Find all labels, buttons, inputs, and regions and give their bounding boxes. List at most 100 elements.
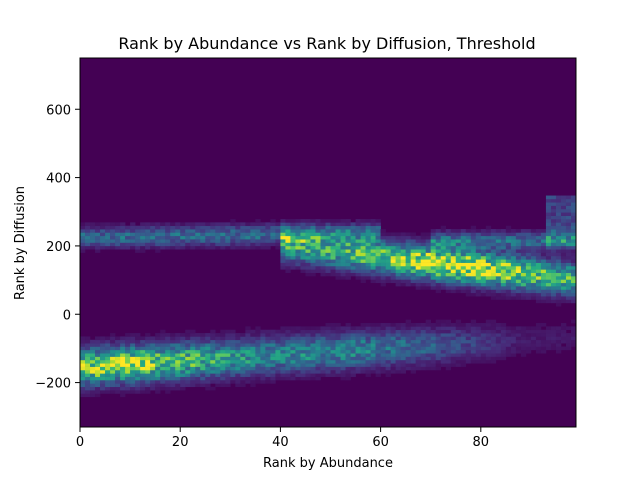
heatmap-cell — [230, 353, 235, 357]
heatmap-cell — [381, 266, 386, 270]
heatmap-cell — [426, 276, 431, 280]
heatmap-cell — [351, 353, 356, 357]
heatmap-cell — [446, 343, 451, 347]
heatmap-cell — [476, 343, 481, 347]
heatmap-cell — [235, 232, 240, 236]
heatmap-cell — [85, 343, 90, 347]
heatmap-cell — [150, 377, 155, 381]
heatmap-cell — [361, 273, 366, 277]
heatmap-cell — [280, 253, 285, 257]
heatmap-cell — [80, 249, 85, 253]
heatmap-cell — [105, 390, 110, 394]
heatmap-cell — [376, 259, 381, 263]
heatmap-cell — [110, 353, 115, 357]
heatmap-cell — [280, 346, 285, 350]
heatmap-cell — [260, 350, 265, 354]
heatmap-cell — [456, 239, 461, 243]
heatmap-cell — [526, 256, 531, 260]
heatmap-cell — [341, 367, 346, 371]
heatmap-cell — [496, 279, 501, 283]
heatmap-cell — [90, 373, 95, 377]
heatmap-cell — [155, 383, 160, 387]
heatmap-cell — [526, 263, 531, 267]
heatmap-cell — [391, 256, 396, 260]
heatmap-cell — [531, 343, 536, 347]
heatmap-cell — [165, 222, 170, 226]
heatmap-cell — [561, 229, 566, 233]
heatmap-cell — [180, 243, 185, 247]
heatmap-cell — [205, 343, 210, 347]
heatmap-cell — [336, 222, 341, 226]
heatmap-cell — [531, 246, 536, 250]
heatmap-cell — [486, 357, 491, 361]
heatmap-cell — [351, 360, 356, 364]
heatmap-cell — [165, 336, 170, 340]
heatmap-cell — [245, 226, 250, 230]
heatmap-cell — [305, 236, 310, 240]
heatmap-cell — [145, 336, 150, 340]
heatmap-cell — [566, 212, 571, 216]
heatmap-cell — [551, 330, 556, 334]
heatmap-cell — [426, 363, 431, 367]
heatmap-cell — [436, 266, 441, 270]
heatmap-cell — [521, 253, 526, 257]
heatmap-cell — [285, 340, 290, 344]
heatmap-cell — [506, 336, 511, 340]
heatmap-cell — [255, 336, 260, 340]
heatmap-cell — [441, 266, 446, 270]
heatmap-cell — [145, 346, 150, 350]
heatmap-cell — [185, 367, 190, 371]
heatmap-cell — [290, 377, 295, 381]
heatmap-cell — [366, 360, 371, 364]
heatmap-cell — [521, 279, 526, 283]
heatmap-cell — [546, 283, 551, 287]
heatmap-cell — [225, 357, 230, 361]
heatmap-cell — [150, 363, 155, 367]
heatmap-cell — [85, 350, 90, 354]
heatmap-cell — [170, 346, 175, 350]
heatmap-cell — [541, 336, 546, 340]
heatmap-cell — [561, 266, 566, 270]
heatmap-cell — [526, 279, 531, 283]
heatmap-cell — [125, 370, 130, 374]
heatmap-cell — [376, 363, 381, 367]
heatmap-cell — [320, 346, 325, 350]
heatmap-cell — [356, 363, 361, 367]
heatmap-cell — [265, 330, 270, 334]
heatmap-cell — [546, 336, 551, 340]
heatmap-cell — [100, 246, 105, 250]
heatmap-cell — [381, 253, 386, 257]
heatmap-cell — [566, 259, 571, 263]
heatmap-cell — [541, 340, 546, 344]
heatmap-cell — [496, 333, 501, 337]
heatmap-cell — [426, 259, 431, 263]
heatmap-cell — [476, 236, 481, 240]
heatmap-cell — [446, 283, 451, 287]
heatmap-cell — [501, 249, 506, 253]
heatmap-cell — [255, 229, 260, 233]
heatmap-cell — [260, 333, 265, 337]
heatmap-cell — [401, 263, 406, 267]
heatmap-cell — [396, 353, 401, 357]
heatmap-cell — [481, 279, 486, 283]
heatmap-cell — [220, 236, 225, 240]
heatmap-cell — [376, 330, 381, 334]
heatmap-cell — [551, 206, 556, 210]
heatmap-cell — [516, 273, 521, 277]
heatmap-cell — [205, 239, 210, 243]
heatmap-cell — [155, 226, 160, 230]
heatmap-cell — [396, 279, 401, 283]
heatmap-cell — [426, 346, 431, 350]
heatmap-cell — [125, 377, 130, 381]
heatmap-cell — [285, 343, 290, 347]
heatmap-cell — [275, 236, 280, 240]
heatmap-cell — [386, 253, 391, 257]
heatmap-cell — [280, 239, 285, 243]
heatmap-cell — [175, 360, 180, 364]
heatmap-cell — [110, 383, 115, 387]
heatmap-cell — [275, 350, 280, 354]
heatmap-cell — [165, 357, 170, 361]
heatmap-cell — [411, 279, 416, 283]
heatmap-cell — [411, 266, 416, 270]
heatmap-cell — [426, 367, 431, 371]
